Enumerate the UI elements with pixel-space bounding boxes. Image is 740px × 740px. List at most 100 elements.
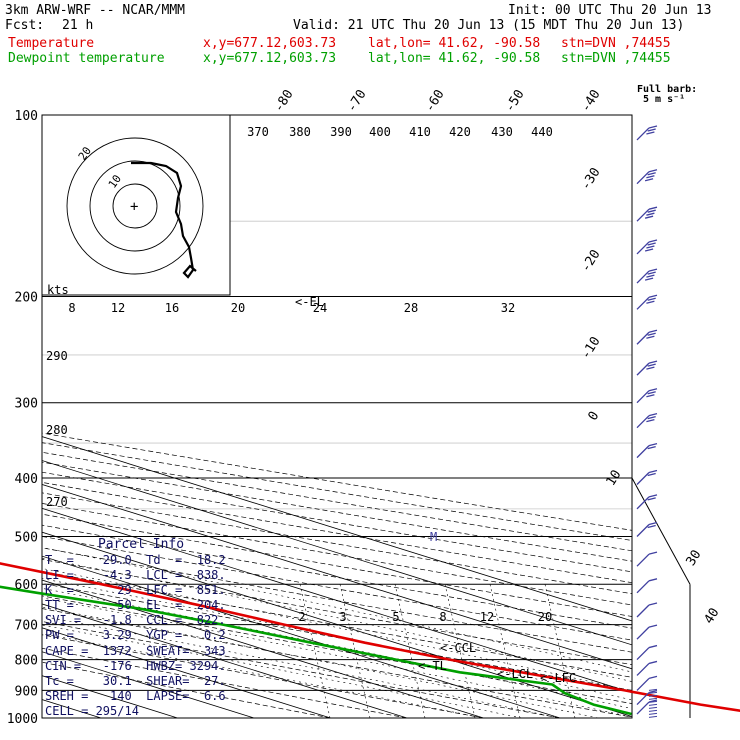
wind-barb — [636, 494, 658, 510]
mixing-ratio-line — [299, 584, 331, 718]
parcel-info-title: Parcel Info — [97, 537, 185, 552]
barb-flag — [646, 419, 655, 423]
wind-barb — [636, 388, 658, 404]
surface-barb-tick — [648, 703, 658, 706]
barb-flag — [648, 360, 658, 364]
barb-flag — [647, 271, 656, 275]
barb-flag — [648, 699, 658, 703]
barb-flag — [647, 209, 656, 213]
speed-label: 8 — [68, 301, 75, 315]
mixing-ratio-label: 8 — [439, 610, 446, 624]
barb-staff — [636, 241, 650, 255]
wind-barb — [636, 294, 658, 310]
barb-staff — [636, 445, 650, 459]
dewpoint-xy: x,y=677.12,603.73 — [203, 51, 337, 66]
pressure-tick-label: 700 — [15, 619, 38, 634]
barb-flag — [648, 442, 658, 447]
dewpoint-stn: stn=DVN ,74455 — [561, 51, 671, 66]
barb-flag — [647, 128, 656, 132]
theta-label: 440 — [531, 125, 553, 139]
pressure-tick-label: 400 — [15, 472, 38, 487]
surface-barb-tick — [648, 715, 658, 718]
barb-flag — [648, 578, 658, 582]
surface-barb-tick — [648, 700, 658, 703]
tl-annotation: <-TL — [418, 659, 447, 673]
wind-barb — [636, 644, 658, 661]
dry-adiabat — [42, 524, 632, 629]
isotherm-line — [42, 579, 484, 718]
barb-flag — [648, 169, 658, 173]
barb-flag — [646, 335, 655, 339]
fcst-label: Fcst: — [5, 18, 45, 33]
surface-barb-tick — [648, 706, 658, 709]
barb-flag — [647, 391, 656, 395]
hodograph-ring-label: 20 — [76, 144, 94, 162]
barb-staff — [636, 524, 650, 537]
isotherm-line — [42, 603, 408, 718]
parcel-info-row: K = 29 LFC = 851. — [45, 583, 226, 598]
barb-staff — [636, 331, 650, 345]
moist-adiabat — [42, 615, 561, 718]
barb-flag — [647, 363, 656, 367]
barb-flag — [644, 248, 654, 252]
parcel-info-row: SVI = -1.8 CCL = 822. — [45, 613, 226, 628]
temperature-latlon: lat,lon= 41.62, -90.58 — [368, 36, 541, 51]
wind-barb — [636, 521, 658, 537]
mixing-ratio-label: 20 — [538, 610, 552, 624]
border-diagonal — [631, 477, 691, 585]
barb-flag — [646, 394, 655, 398]
valid-time: Valid: 21 UTC Thu 20 Jun 13 (15 MDT Thu … — [293, 18, 685, 33]
speed-label: 12 — [111, 301, 125, 315]
dewpoint-latlon: lat,lon= 41.62, -90.58 — [368, 51, 541, 66]
barb-staff — [636, 472, 650, 485]
pressure-tick-label: 600 — [15, 578, 38, 593]
dry-adiabat — [42, 621, 561, 718]
barb-flag — [646, 175, 655, 179]
isotherm-label: 40 — [702, 606, 723, 627]
pressure-tick-label: 900 — [15, 684, 38, 699]
barb-staff — [636, 362, 650, 376]
barb-flag — [646, 300, 655, 304]
barb-flag — [648, 294, 658, 298]
parcel-info-row: Tc = 30.1 SHEAR= 27. — [45, 673, 226, 688]
barb-flag — [648, 624, 658, 628]
barb-flag — [648, 413, 658, 417]
theta-label: 370 — [247, 125, 269, 139]
mixing-ratio-label: 5 — [392, 610, 399, 624]
isotherm-label: -80 — [271, 87, 296, 115]
dry-adiabat — [42, 647, 408, 718]
parcel-info-row: CELL = 295/14 — [45, 703, 139, 718]
barb-staff — [636, 390, 650, 404]
dewpoint-line — [0, 585, 632, 716]
barb-flag — [648, 660, 658, 665]
barb-flag — [648, 469, 658, 474]
surface-barb-tick — [648, 697, 658, 700]
hodograph: +20 10 kts — [41, 114, 231, 297]
wind-barb — [636, 689, 658, 706]
wind-barb — [636, 660, 658, 676]
ccl-annotation: <-CCL — [440, 641, 476, 655]
isotherm-line — [42, 507, 632, 694]
theta-label: 390 — [330, 125, 352, 139]
wind-barb — [636, 239, 658, 255]
barb-flag — [647, 497, 656, 501]
wind-barb — [636, 469, 658, 485]
barb-flag — [646, 245, 655, 249]
barb-flag — [648, 206, 658, 210]
theta-label: 410 — [409, 125, 431, 139]
isotherm-label: -40 — [578, 87, 603, 115]
barb-flag — [646, 212, 655, 216]
barb-flag — [647, 172, 656, 176]
dry-adiabat — [42, 661, 331, 718]
barb-flag — [647, 297, 656, 301]
pressure-tick-label: 500 — [15, 530, 38, 545]
dry-adiabat — [42, 547, 632, 653]
moist-adiabat — [42, 633, 484, 718]
barb-flag — [647, 416, 656, 420]
surface-barb-tick — [648, 694, 658, 697]
barb-staff — [636, 496, 650, 510]
el-annotation: <-EL — [295, 295, 324, 309]
wind-barb — [636, 551, 658, 567]
model-title: 3km ARW-WRF -- NCAR/MMM — [5, 3, 186, 18]
